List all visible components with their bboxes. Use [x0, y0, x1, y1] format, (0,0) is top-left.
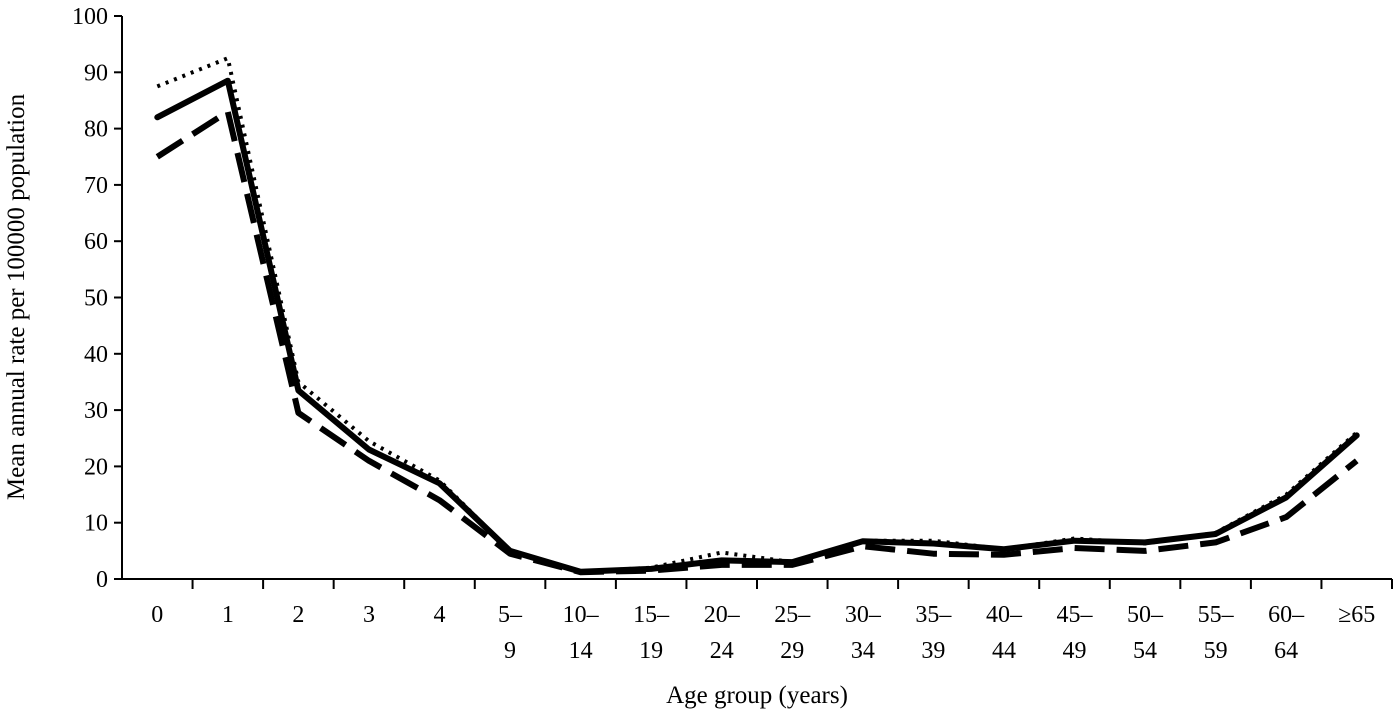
x-axis-title: Age group (years) — [666, 682, 848, 709]
x-tick-label: 54 — [1133, 638, 1157, 664]
x-tick-label: 59 — [1204, 638, 1228, 664]
x-tick-label: 20– — [704, 602, 741, 628]
x-tick-label: 15– — [633, 602, 670, 628]
y-tick-label: 50 — [84, 286, 108, 312]
x-tick-label: 50– — [1127, 602, 1164, 628]
x-tick-label: 1 — [222, 602, 234, 628]
y-tick-label: 60 — [84, 229, 108, 255]
x-tick-label: 14 — [569, 638, 593, 664]
x-tick-label: 10– — [563, 602, 600, 628]
x-tick-label: 4 — [434, 602, 446, 628]
series-line-dashed — [155, 108, 1359, 576]
y-tick-label: 80 — [84, 117, 108, 143]
series-layer — [154, 56, 1360, 576]
y-tick-label: 10 — [84, 511, 108, 537]
x-tick-label: 3 — [363, 602, 375, 628]
x-tick-label: 25– — [774, 602, 811, 628]
y-axis-ticks: 0 10 20 30 40 50 60 70 80 90 100 — [72, 4, 122, 593]
y-tick-label: 30 — [84, 398, 108, 424]
y-tick-label: 20 — [84, 454, 108, 480]
x-tick-label: 29 — [780, 638, 804, 664]
series-line-dotted — [156, 56, 1359, 574]
y-tick-label: 90 — [84, 60, 108, 86]
x-tick-label: 44 — [992, 638, 1016, 664]
x-tick-label: 64 — [1274, 638, 1298, 664]
y-tick-label: 70 — [84, 173, 108, 199]
x-tick-label: 2 — [292, 602, 304, 628]
x-tick-label: 45– — [1057, 602, 1094, 628]
x-tick-label: 40– — [986, 602, 1023, 628]
x-tick-label: 19 — [639, 638, 663, 664]
y-tick-label: 0 — [96, 567, 108, 593]
x-tick-label: 35– — [915, 602, 952, 628]
y-axis-title: Mean annual rate per 100000 population — [3, 93, 30, 500]
x-tick-label: 5– — [498, 602, 523, 628]
x-tick-label: ≥65 — [1338, 602, 1375, 628]
x-tick-label: 9 — [504, 638, 516, 664]
x-tick-label: 49 — [1063, 638, 1087, 664]
x-tick-label: 39 — [921, 638, 945, 664]
x-tick-label: 24 — [710, 638, 734, 664]
y-tick-label: 40 — [84, 342, 108, 368]
x-tick-label: 30– — [845, 602, 882, 628]
x-tick-label: 60– — [1268, 602, 1305, 628]
series-line-solid — [154, 77, 1360, 575]
x-tick-label: 34 — [851, 638, 875, 664]
x-axis-ticks: 0 1 2 3 4 5–910–1415–1920–2425–2930–3435–3940… — [151, 579, 1393, 664]
y-tick-label: 100 — [72, 4, 108, 30]
x-tick-label: 0 — [151, 602, 163, 628]
x-tick-label: 55– — [1198, 602, 1235, 628]
